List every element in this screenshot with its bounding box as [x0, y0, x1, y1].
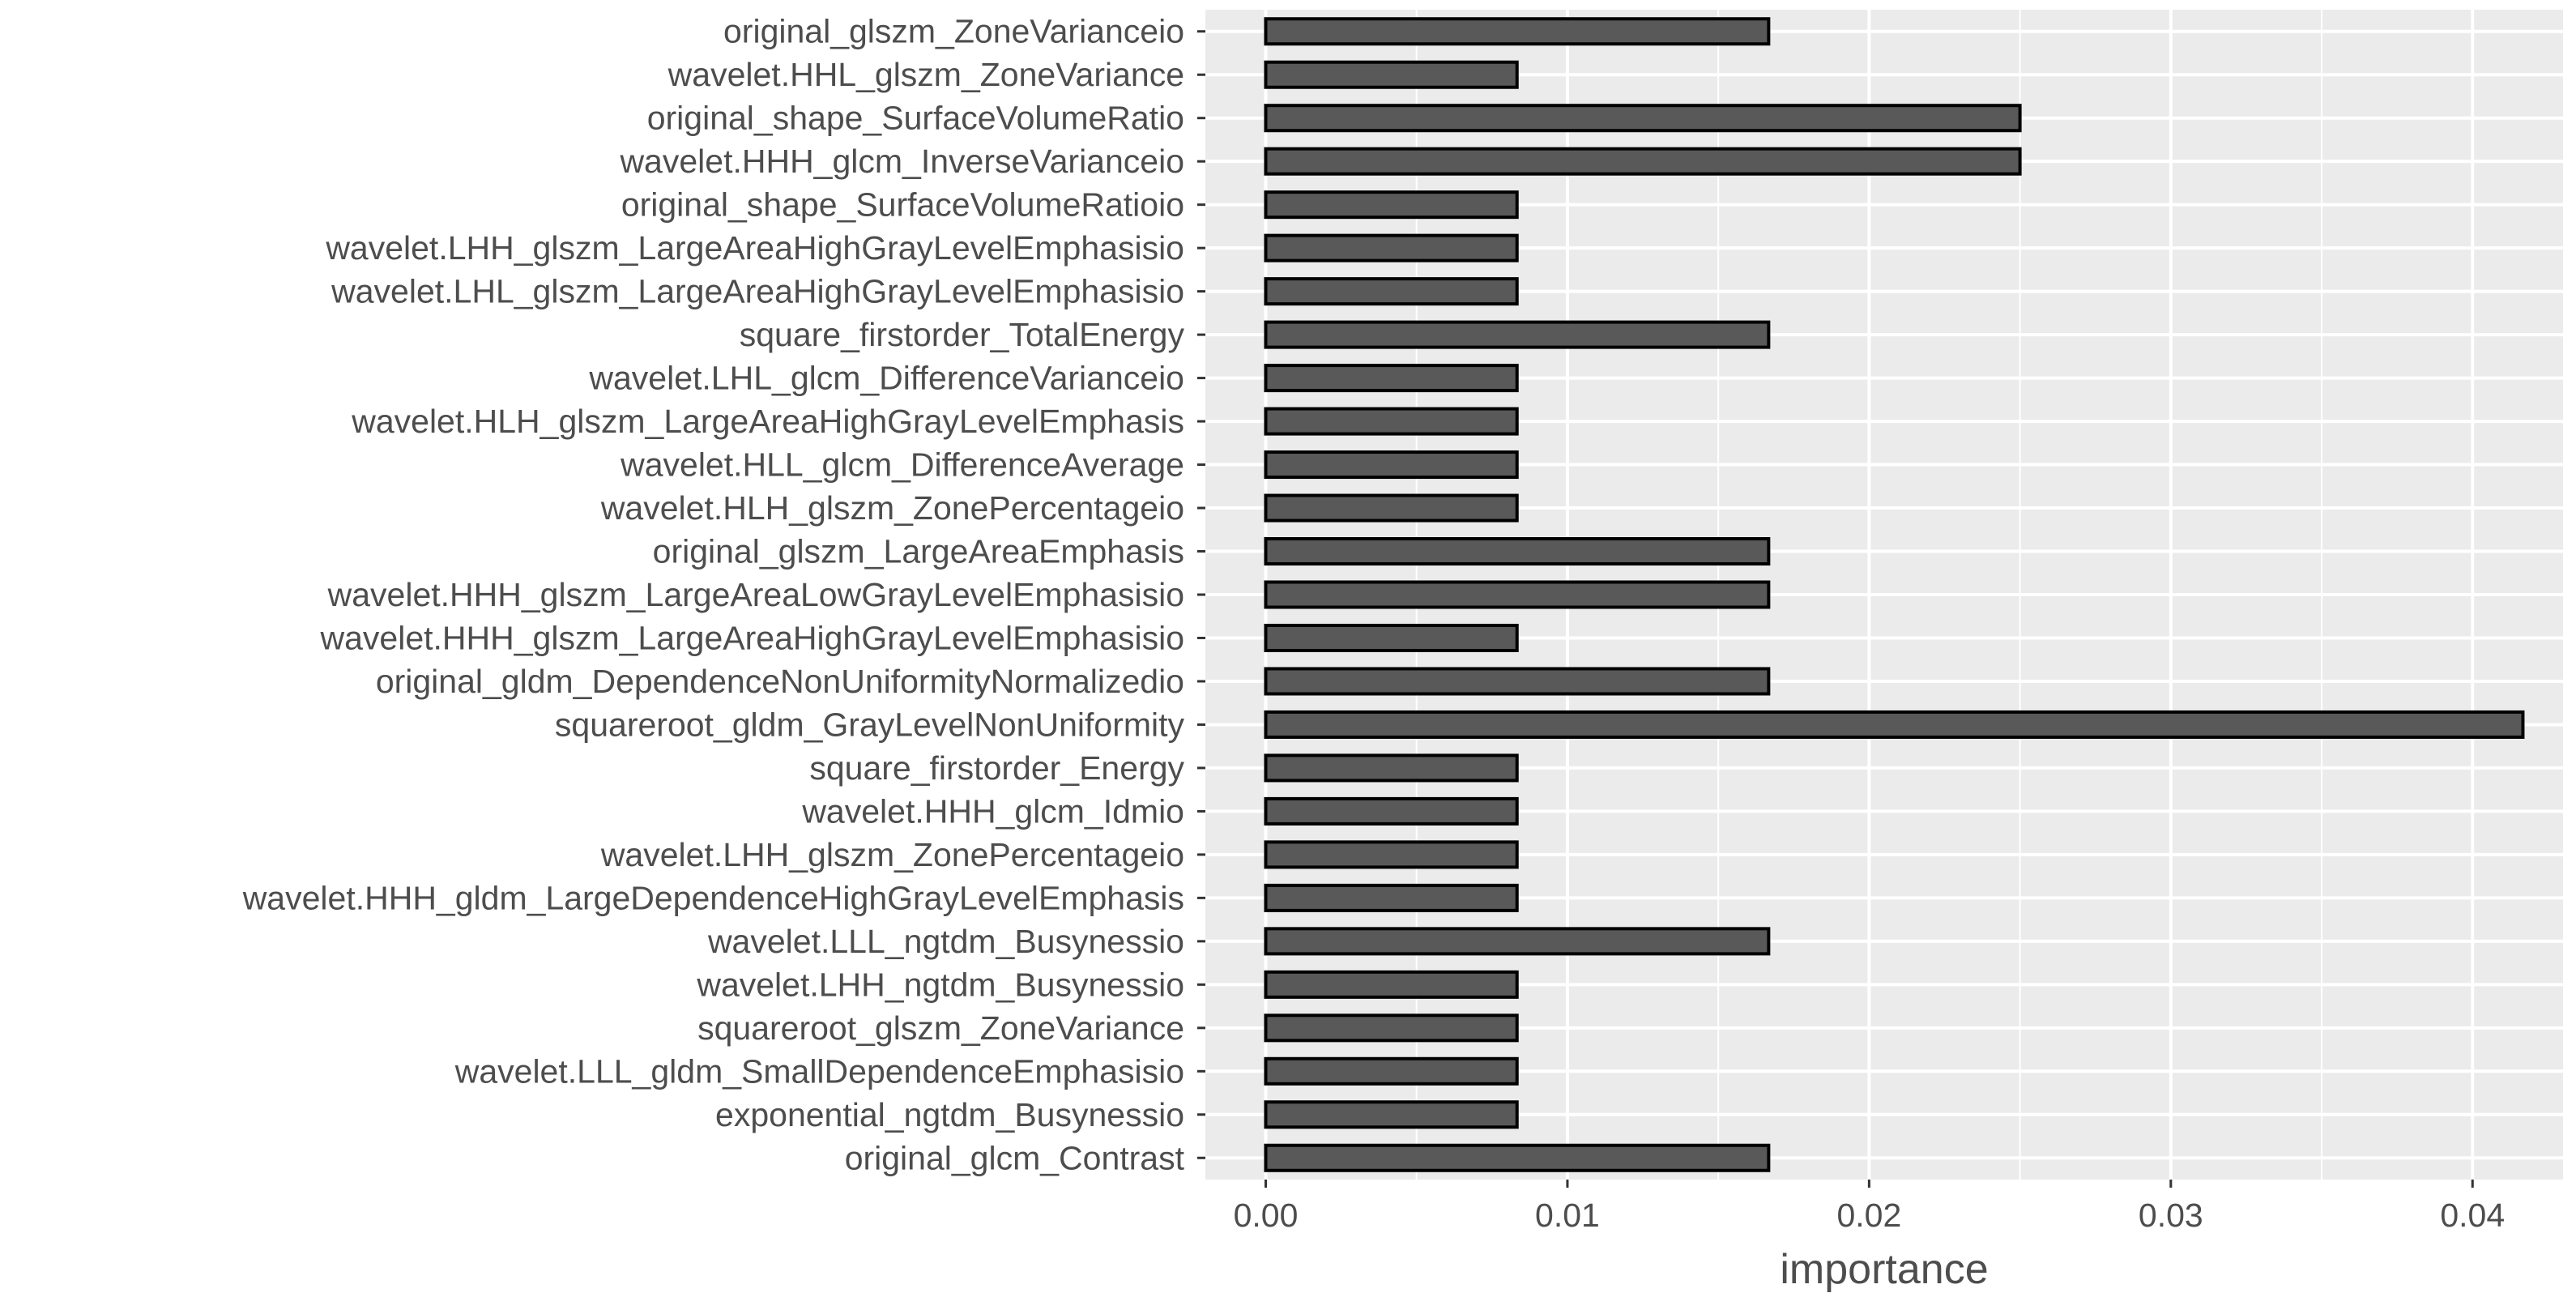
y-tick-label: wavelet.HLL_glcm_DifferenceAverage: [620, 446, 1184, 484]
x-axis: 0.00 0.01 0.02 0.03 0.04: [1234, 1180, 2505, 1234]
y-tick-label: square_firstorder_TotalEnergy: [740, 316, 1185, 353]
y-tick-label: wavelet.LHH_ngtdm_Busynessio: [696, 966, 1184, 1003]
bar: [1264, 320, 1771, 349]
major-gridlines: [1205, 10, 2563, 1180]
x-axis-title: importance: [1780, 1246, 1988, 1293]
y-tick-label: squareroot_gldm_GrayLevelNonUniformity: [555, 706, 1185, 743]
y-tick-label: wavelet.HHH_glcm_InverseVarianceio: [619, 143, 1184, 180]
bar: [1264, 190, 1519, 220]
bar: [1264, 277, 1519, 306]
bar: [1264, 1056, 1519, 1086]
bar: [1264, 104, 2022, 133]
y-tick-label: wavelet.LLL_ngtdm_Busynessio: [707, 923, 1184, 960]
y-tick-label: original_glszm_ZoneVarianceio: [723, 13, 1184, 50]
x-tick-label: 0.04: [2440, 1197, 2505, 1234]
bar: [1264, 493, 1519, 523]
x-tick-label: 0.02: [1836, 1197, 1901, 1234]
y-tick-label: wavelet.LHH_glszm_ZonePercentageio: [600, 836, 1184, 873]
y-tick-label: original_shape_SurfaceVolumeRatio: [647, 100, 1184, 137]
y-tick-label: exponential_ngtdm_Busynessio: [715, 1096, 1184, 1133]
bar: [1264, 753, 1519, 783]
y-tick-label: original_gldm_DependenceNonUniformityNor…: [376, 663, 1184, 700]
bar: [1264, 710, 2525, 739]
y-tick-label: wavelet.HLH_glszm_LargeAreaHighGrayLevel…: [351, 403, 1184, 440]
y-tick-label: wavelet.LHH_glszm_LargeAreaHighGrayLevel…: [325, 229, 1184, 267]
y-tick-label: original_glszm_LargeAreaEmphasis: [653, 533, 1184, 570]
bar: [1264, 840, 1519, 869]
y-tick-label: wavelet.LHL_glszm_LargeAreaHighGrayLevel…: [331, 273, 1184, 310]
bar: [1264, 17, 1771, 46]
x-tick-label: 0.03: [2139, 1197, 2203, 1234]
bar: [1264, 147, 2022, 176]
bar: [1264, 1013, 1519, 1043]
bar: [1264, 970, 1519, 999]
bar: [1264, 60, 1519, 89]
bar: [1264, 927, 1771, 956]
y-tick-label: wavelet.HHH_glcm_Idmio: [801, 792, 1184, 830]
bar-series: [1264, 17, 2525, 1172]
bar: [1264, 796, 1519, 826]
bar: [1264, 364, 1519, 393]
x-tick-label: 0.00: [1234, 1197, 1299, 1234]
bar: [1264, 407, 1519, 436]
y-tick-label: wavelet.HLH_glszm_ZonePercentageio: [600, 489, 1184, 527]
bar: [1264, 450, 1519, 480]
bar: [1264, 1143, 1771, 1172]
bar: [1264, 623, 1519, 652]
y-tick-label: original_glcm_Contrast: [845, 1139, 1185, 1176]
bar: [1264, 233, 1519, 262]
y-tick-label: wavelet.LHL_glcm_DifferenceVarianceio: [588, 360, 1184, 397]
bar: [1264, 883, 1519, 912]
y-tick-label: wavelet.HHL_glszm_ZoneVariance: [667, 56, 1184, 93]
bar: [1264, 537, 1771, 566]
y-tick-label: original_shape_SurfaceVolumeRatioio: [621, 186, 1184, 224]
y-tick-label: wavelet.HHH_gldm_LargeDependenceHighGray…: [242, 879, 1184, 916]
y-tick-label: square_firstorder_Energy: [809, 749, 1184, 787]
y-tick-label: wavelet.LLL_gldm_SmallDependenceEmphasis…: [454, 1052, 1184, 1090]
bar: [1264, 580, 1771, 609]
y-tick-label: wavelet.HHH_glszm_LargeAreaLowGrayLevelE…: [327, 576, 1184, 613]
y-tick-label: squareroot_glszm_ZoneVariance: [697, 1009, 1184, 1047]
y-tick-label: wavelet.HHH_glszm_LargeAreaHighGrayLevel…: [320, 619, 1184, 656]
y-axis: original_glszm_ZoneVarianceio wavelet.HHL…: [242, 13, 1205, 1176]
bar: [1264, 1100, 1519, 1129]
x-tick-label: 0.01: [1535, 1197, 1600, 1234]
bar: [1264, 667, 1771, 696]
